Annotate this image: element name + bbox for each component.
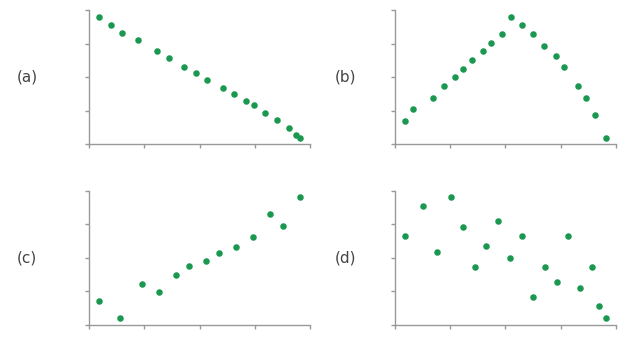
- Point: [505, 14, 516, 19]
- Point: [481, 243, 491, 248]
- Point: [446, 194, 457, 200]
- Point: [278, 224, 288, 229]
- Point: [427, 95, 438, 101]
- Point: [284, 125, 294, 131]
- Point: [214, 250, 224, 255]
- Point: [478, 49, 488, 54]
- Point: [458, 224, 468, 230]
- Point: [581, 95, 591, 101]
- Point: [190, 70, 201, 76]
- Point: [601, 135, 611, 141]
- Point: [399, 234, 410, 239]
- Point: [137, 281, 147, 287]
- Point: [493, 218, 504, 224]
- Point: [587, 264, 597, 270]
- Point: [201, 258, 211, 264]
- Point: [260, 110, 271, 116]
- Point: [94, 298, 104, 304]
- Text: (b): (b): [335, 70, 356, 85]
- Point: [408, 106, 418, 111]
- Point: [249, 103, 259, 108]
- Point: [540, 264, 550, 270]
- Point: [248, 234, 258, 240]
- Point: [133, 37, 143, 43]
- Point: [516, 234, 526, 239]
- Point: [179, 64, 189, 70]
- Point: [573, 83, 583, 89]
- Point: [467, 57, 477, 63]
- Point: [594, 304, 604, 309]
- Point: [590, 113, 600, 118]
- Point: [601, 316, 611, 321]
- Point: [229, 91, 239, 96]
- Point: [272, 118, 282, 123]
- Point: [171, 272, 181, 278]
- Point: [184, 263, 194, 269]
- Point: [439, 83, 449, 89]
- Point: [539, 43, 549, 49]
- Point: [497, 31, 507, 37]
- Point: [116, 316, 126, 321]
- Point: [295, 135, 305, 141]
- Point: [295, 194, 305, 200]
- Text: (c): (c): [17, 250, 37, 265]
- Point: [418, 203, 429, 209]
- Point: [203, 77, 213, 83]
- Point: [231, 245, 241, 250]
- Point: [470, 264, 480, 270]
- Point: [152, 48, 162, 53]
- Point: [458, 66, 469, 72]
- Point: [117, 30, 127, 36]
- Point: [505, 255, 515, 261]
- Point: [105, 23, 116, 28]
- Point: [575, 285, 585, 291]
- Point: [552, 279, 562, 285]
- Point: [528, 295, 538, 300]
- Point: [241, 98, 251, 104]
- Point: [432, 249, 443, 254]
- Point: [94, 14, 104, 19]
- Point: [291, 132, 302, 138]
- Text: (a): (a): [17, 70, 37, 85]
- Point: [563, 234, 573, 239]
- Text: (d): (d): [335, 250, 356, 265]
- Point: [218, 85, 228, 90]
- Point: [551, 54, 561, 59]
- Point: [450, 74, 460, 80]
- Point: [164, 55, 174, 61]
- Point: [486, 40, 497, 45]
- Point: [559, 64, 569, 70]
- Point: [528, 31, 538, 37]
- Point: [265, 211, 276, 217]
- Point: [517, 22, 527, 28]
- Point: [399, 118, 410, 124]
- Point: [154, 290, 164, 295]
